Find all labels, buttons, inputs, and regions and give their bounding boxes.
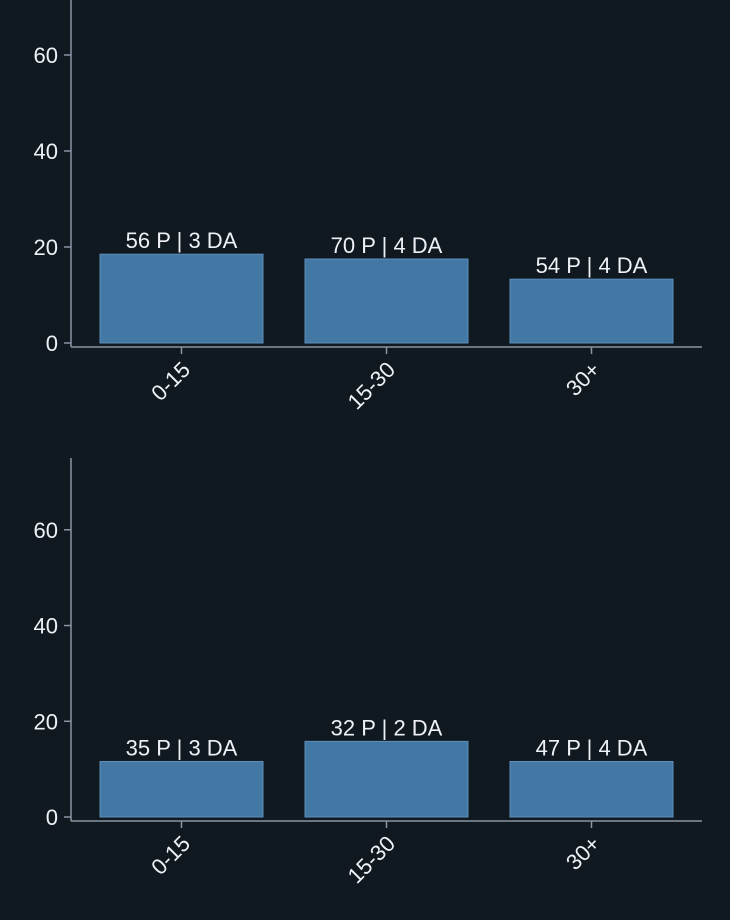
x-tick-label: 30+ (561, 831, 605, 875)
bar-0-15 (99, 253, 264, 344)
y-tick-label: 40 (34, 139, 58, 164)
y-tick-label: 60 (34, 43, 58, 68)
x-tick-label: 0-15 (146, 831, 195, 880)
bar-label: 70 P | 4 DA (331, 233, 443, 258)
bar-30+ (509, 760, 674, 818)
bar-label: 35 P | 3 DA (126, 735, 238, 760)
x-tick-label: 0-15 (146, 357, 195, 406)
y-tick-label: 40 (34, 614, 58, 639)
y-tick-label: 20 (34, 709, 58, 734)
y-tick-label: 60 (34, 518, 58, 543)
bar-0-15 (99, 760, 264, 818)
chart-panel-top: 56 P | 3 DA 70 P | 4 DA 54 P | 4 DA 0 20 40 60… (34, 0, 702, 414)
y-tick-label: 0 (46, 805, 58, 830)
x-tick-label: 15-30 (343, 357, 400, 414)
bar-15-30 (304, 258, 469, 344)
bar-label: 54 P | 4 DA (536, 253, 648, 278)
chart-panel-bottom: 35 P | 3 DA 32 P | 2 DA 47 P | 4 DA 0 20 40 60… (34, 458, 702, 888)
bar-label: 47 P | 4 DA (536, 735, 648, 760)
x-tick-label: 30+ (561, 357, 605, 401)
y-tick-label: 0 (46, 331, 58, 356)
bar-15-30 (304, 740, 469, 818)
bar-30+ (509, 278, 674, 344)
y-tick-label: 20 (34, 235, 58, 260)
x-tick-label: 15-30 (343, 831, 400, 888)
bar-label: 56 P | 3 DA (126, 228, 238, 253)
bar-label: 32 P | 2 DA (331, 715, 443, 740)
